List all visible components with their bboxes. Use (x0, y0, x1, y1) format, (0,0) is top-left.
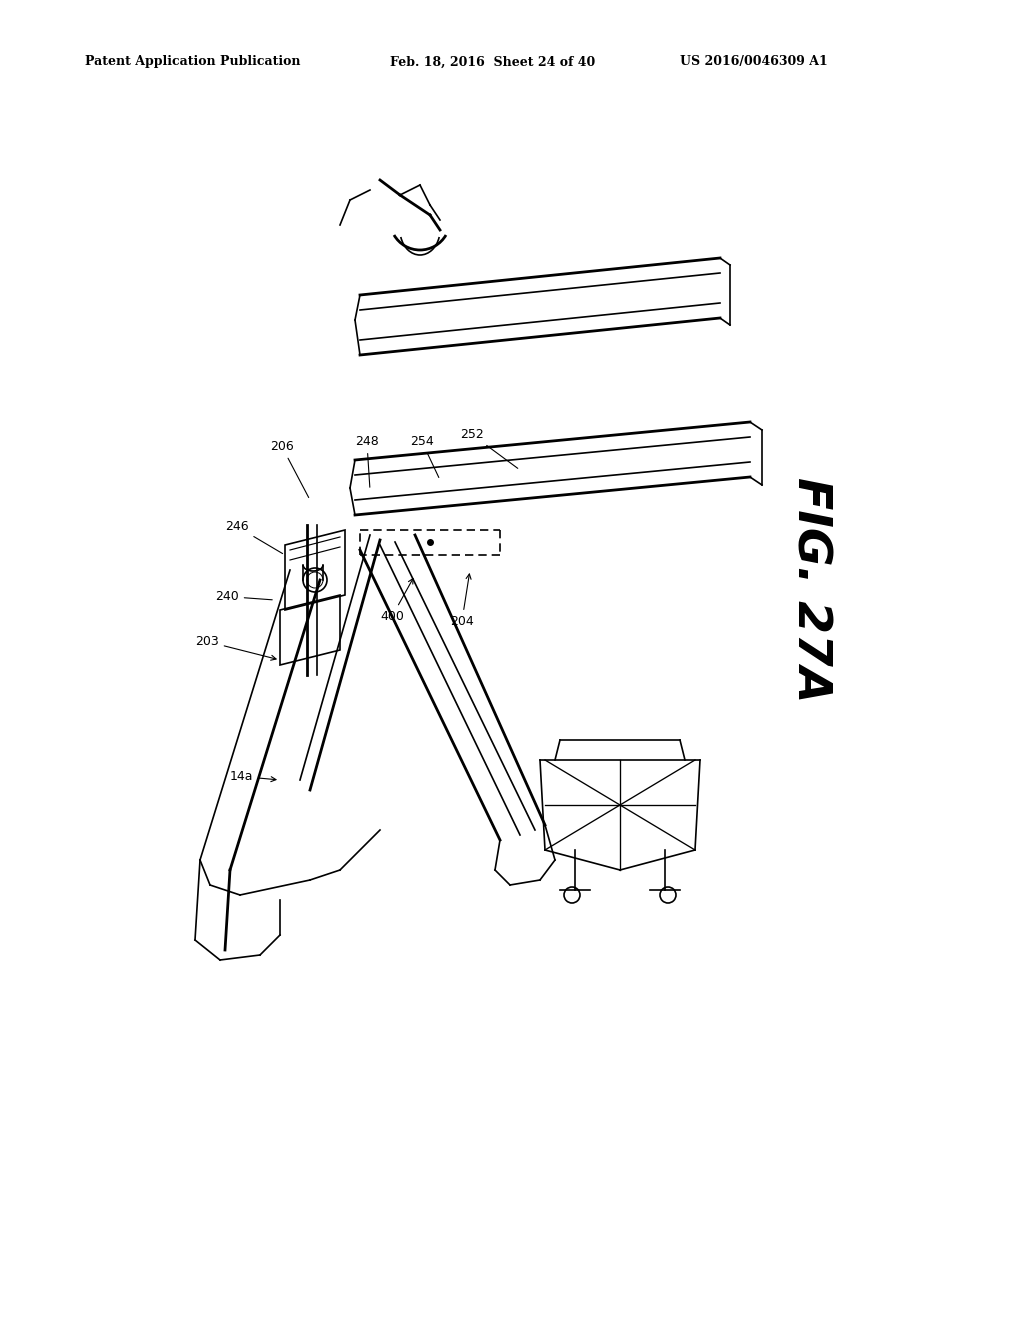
Text: Feb. 18, 2016  Sheet 24 of 40: Feb. 18, 2016 Sheet 24 of 40 (390, 55, 595, 69)
Text: Patent Application Publication: Patent Application Publication (85, 55, 300, 69)
Text: US 2016/0046309 A1: US 2016/0046309 A1 (680, 55, 827, 69)
Text: 204: 204 (450, 574, 474, 628)
Text: FIG. 27A: FIG. 27A (787, 478, 833, 702)
Text: 254: 254 (410, 436, 439, 478)
Text: 203: 203 (195, 635, 276, 660)
Text: 246: 246 (225, 520, 283, 553)
Text: 206: 206 (270, 440, 308, 498)
Text: 14a: 14a (230, 770, 276, 783)
Text: 240: 240 (215, 590, 272, 603)
Text: 252: 252 (460, 428, 518, 469)
Text: 248: 248 (355, 436, 379, 487)
Text: 400: 400 (380, 578, 413, 623)
